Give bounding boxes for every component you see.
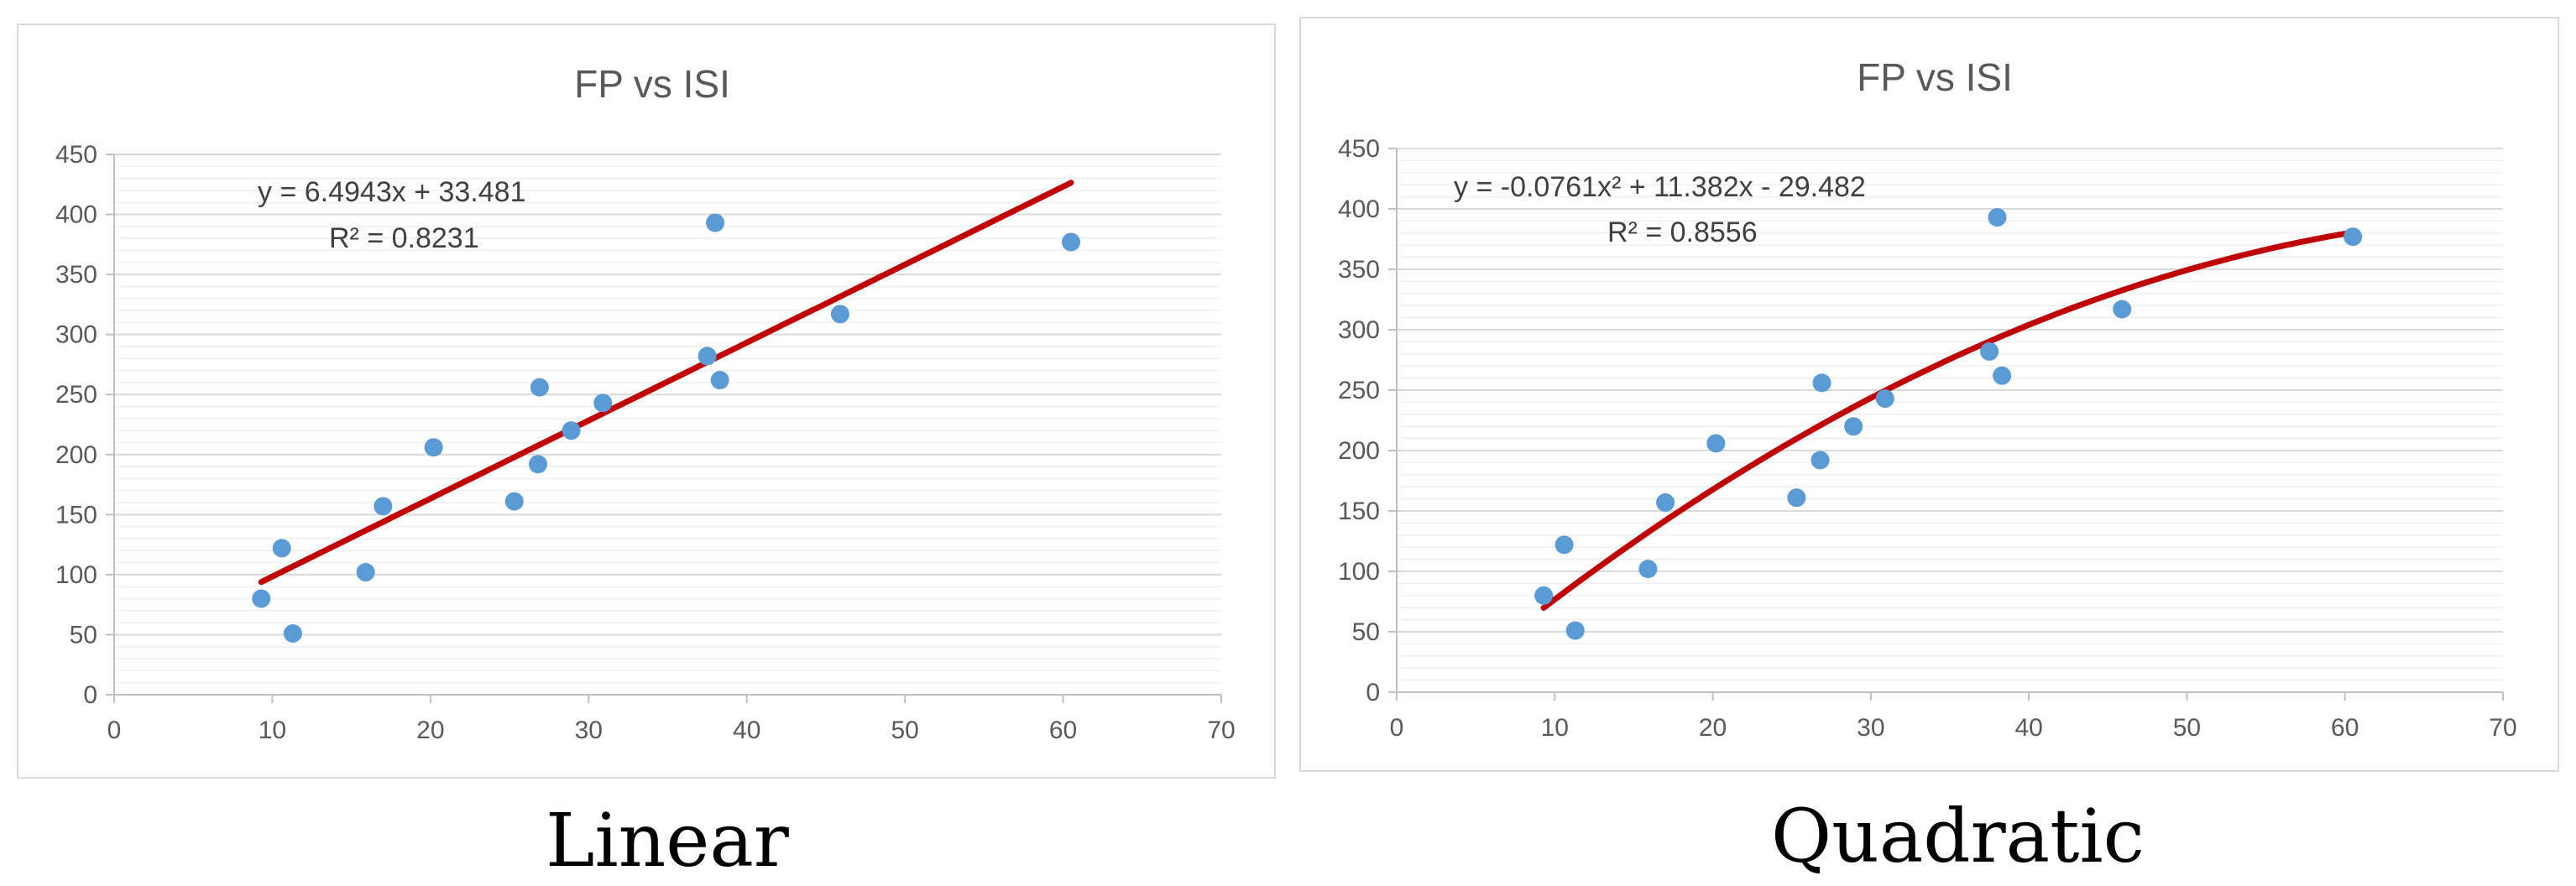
data-point [252,589,271,608]
trendline-equation: y = -0.0761x² + 11.382x - 29.482 [1454,171,1866,203]
data-point [530,378,549,397]
y-tick-label: 100 [1338,558,1380,586]
caption-quadratic: Quadratic [1771,793,2145,879]
data-point [1844,417,1863,436]
r-squared-label: R² = 0.8231 [329,222,479,254]
y-tick-label: 300 [55,321,97,349]
data-point [374,497,393,516]
data-point [1993,366,2012,385]
data-point [1875,389,1894,409]
x-tick-label: 10 [259,717,286,744]
chart-title: FP vs ISI [1857,55,2013,99]
x-tick-label: 20 [416,717,444,744]
y-tick-label: 350 [1338,256,1380,284]
x-tick-label: 50 [891,717,918,744]
x-tick-label: 40 [733,717,760,744]
y-tick-label: 50 [1352,618,1380,646]
data-point [1811,451,1830,470]
data-point [1656,493,1675,512]
chart-linear: 0 10 20 30 40 50 60 70 0 50 100 150 200 250 300 350 400 4… [55,62,1236,744]
data-point [2113,300,2132,319]
y-tick-label: 400 [55,201,97,229]
data-point [2343,227,2363,247]
data-point [830,305,849,324]
r-squared-label: R² = 0.8556 [1607,216,1758,248]
data-point [562,421,581,440]
chart-quadratic: 0 10 20 30 40 50 60 70 0 50 100 150 200 250 300 350 400 4… [1338,55,2517,742]
x-tick-label: 70 [1207,717,1235,744]
x-tick-label: 70 [2489,714,2516,742]
data-point [1787,488,1806,508]
y-tick-label: 250 [1338,377,1380,404]
data-point [1534,586,1554,605]
data-point [710,371,729,390]
data-point [272,539,291,558]
x-tick-label: 30 [1857,714,1884,742]
data-point [1638,560,1658,579]
data-point [1706,434,1726,453]
y-tick-label: 450 [55,141,97,169]
y-tick-label: 0 [1366,679,1380,706]
gridlines [114,154,1221,684]
data-point [424,438,443,457]
y-tick-label: 200 [1338,437,1380,465]
data-point [1812,373,1831,393]
data-point [504,492,524,511]
y-tick-label: 100 [55,561,97,589]
data-point [698,347,717,366]
x-tick-label: 50 [2173,714,2201,742]
data-point [356,563,375,582]
y-tick-label: 300 [1338,316,1380,344]
y-tick-label: 200 [55,441,97,469]
x-tick-label: 40 [2014,714,2042,742]
data-point [528,455,547,474]
data-point [706,213,725,232]
y-tick-label: 250 [55,381,97,409]
data-point [1980,341,1999,361]
x-tick-label: 60 [2331,714,2359,742]
chart-panel-quadratic: 0 10 20 30 40 50 60 70 0 50 100 150 200 250 300 350 400 4… [1299,17,2559,772]
chart-panel-linear: 0 10 20 30 40 50 60 70 0 50 100 150 200 250 300 350 400 4… [17,23,1276,779]
y-tick-label: 150 [55,501,97,529]
y-tick-label: 350 [55,261,97,289]
data-point [593,393,613,413]
x-tick-label: 10 [1541,714,1569,742]
gridlines [1397,148,2503,681]
y-tick-label: 50 [70,621,97,649]
data-point [1554,535,1574,555]
chart-title: FP vs ISI [574,62,730,106]
data-point [1061,232,1080,252]
x-tick-label: 0 [1390,714,1404,742]
trendline [258,180,1074,586]
data-point [283,624,302,644]
trendline [1540,229,2356,611]
x-tick-label: 0 [107,717,122,744]
y-tick-label: 0 [83,681,97,709]
y-tick-label: 150 [1338,498,1380,525]
y-tick-label: 400 [1338,195,1380,223]
x-tick-label: 60 [1049,717,1077,744]
data-point [1565,621,1585,640]
caption-linear: Linear [546,797,789,883]
y-tick-label: 450 [1338,135,1380,163]
x-tick-label: 20 [1699,714,1727,742]
data-point [1988,208,2007,227]
x-tick-label: 30 [575,717,603,744]
trendline-equation: y = 6.4943x + 33.481 [258,176,525,208]
